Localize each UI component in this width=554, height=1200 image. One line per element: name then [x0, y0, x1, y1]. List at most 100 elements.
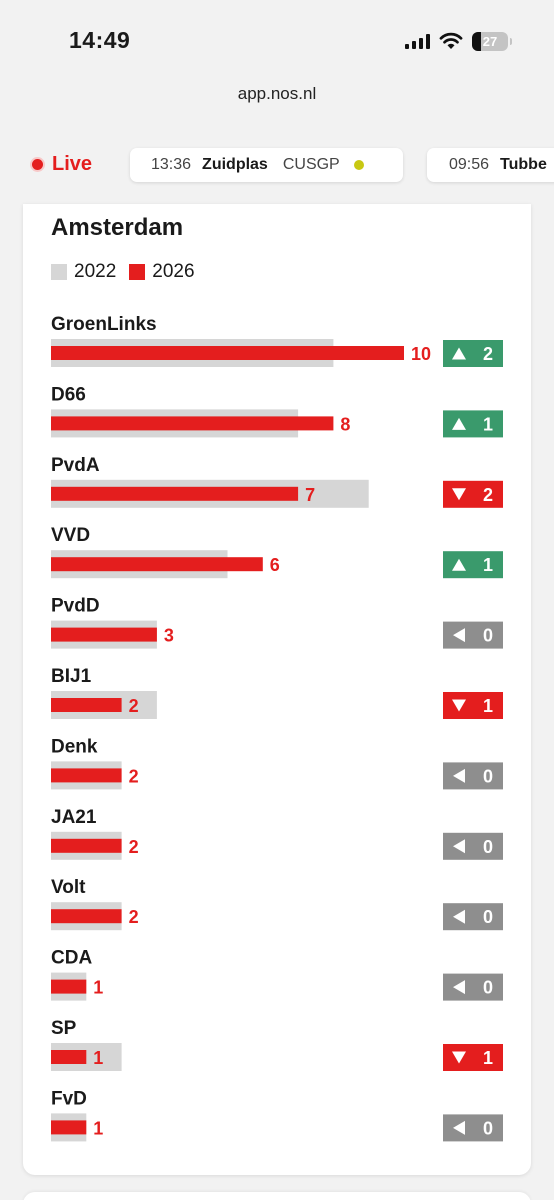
bar-2026 — [51, 416, 334, 431]
status-time: 14:49 — [69, 27, 131, 53]
seat-value-label: 1 — [93, 1048, 103, 1068]
triangle-down-icon — [452, 488, 466, 501]
change-badge — [443, 762, 503, 790]
party-label: CDA — [51, 948, 92, 969]
ticker-place: Zuidplas — [202, 156, 268, 173]
status-icons: 27 — [405, 30, 512, 52]
legend-swatch-2026 — [129, 264, 146, 280]
seat-value-label: 2 — [129, 837, 139, 857]
ticker-card[interactable]: 13:36 Zuidplas CUSGP — [130, 148, 403, 182]
triangle-left-icon — [453, 1120, 465, 1135]
change-badge — [443, 410, 503, 438]
bar-2026 — [51, 768, 122, 783]
change-badge — [443, 903, 503, 931]
triangle-left-icon — [453, 839, 465, 854]
triangle-left-icon — [453, 909, 465, 924]
triangle-left-icon — [453, 628, 465, 643]
seat-value-label: 1 — [93, 978, 103, 998]
bar-2026 — [51, 909, 122, 924]
bar-2026 — [51, 1120, 87, 1135]
ticker-status-dot-icon — [353, 160, 364, 170]
cellular-signal-icon — [405, 33, 430, 49]
bar-2026 — [51, 486, 299, 501]
party-label: Volt — [51, 877, 86, 898]
party-label: SP — [51, 1018, 77, 1039]
seat-value-label: 2 — [129, 907, 139, 927]
bar-2026 — [51, 838, 122, 853]
triangle-down-icon — [452, 1051, 466, 1064]
change-badge — [443, 480, 503, 508]
bar-2026 — [51, 557, 263, 572]
change-badge — [443, 340, 503, 367]
live-badge[interactable]: Live — [32, 153, 92, 176]
seat-value-label: 6 — [270, 555, 280, 575]
results-card: GroenLinks 10 2 D66 8 1 PvdA 7 2 VVD 6 1 PvdD 3 0 BIJ1 2… — [23, 204, 531, 1175]
live-label: Live — [52, 153, 93, 175]
triangle-left-icon — [453, 980, 465, 995]
change-value: 1 — [483, 414, 493, 434]
next-card-edge — [23, 1192, 531, 1200]
bar-2026 — [51, 627, 157, 642]
party-label: PvdD — [51, 596, 100, 617]
seat-value-label: 3 — [164, 626, 174, 646]
bar-2026 — [51, 698, 122, 712]
party-label: FvD — [51, 1088, 87, 1109]
change-badge — [443, 973, 503, 1001]
legend-item-2026: 2026 — [129, 261, 195, 283]
party-label: GroenLinks — [51, 314, 157, 335]
live-ticker-strip: Live 13:36 Zuidplas CUSGP 09:56 Tubbe — [0, 145, 554, 185]
ticker-time: 13:36 — [151, 156, 192, 173]
seat-value-label: 2 — [129, 766, 139, 786]
legend-label-2022: 2022 — [74, 261, 117, 282]
legend-item-2022: 2022 — [51, 261, 116, 283]
party-label: VVD — [51, 525, 90, 546]
change-value: 0 — [483, 837, 493, 857]
triangle-up-icon — [452, 417, 466, 430]
bar-2026 — [51, 979, 87, 994]
party-label: PvdA — [51, 455, 100, 476]
seat-value-label: 7 — [305, 485, 315, 505]
triangle-up-icon — [452, 347, 466, 360]
seat-value-label: 2 — [129, 696, 139, 716]
triangle-up-icon — [452, 558, 466, 571]
chart-legend: 2022 2026 — [51, 261, 208, 283]
change-value: 0 — [483, 907, 493, 927]
change-value: 0 — [483, 626, 493, 646]
bar-2026 — [51, 1050, 87, 1064]
status-bar: 14:49 27 — [0, 0, 554, 80]
change-value: 0 — [483, 1118, 493, 1138]
legend-swatch-2022 — [51, 264, 67, 280]
change-badge — [443, 551, 503, 579]
address-bar[interactable]: app.nos.nl — [237, 84, 317, 103]
change-value: 0 — [483, 978, 493, 998]
wifi-icon — [439, 32, 463, 49]
bar-2026 — [51, 346, 404, 360]
seat-value-label: 1 — [93, 1118, 103, 1138]
change-value: 2 — [483, 485, 493, 505]
party-label: Denk — [51, 736, 98, 757]
seat-value-label: 10 — [411, 344, 431, 364]
ticker-place: Tubbe — [500, 156, 547, 173]
chart-title: Amsterdam — [51, 214, 184, 241]
party-label: BIJ1 — [51, 666, 92, 687]
triangle-down-icon — [452, 699, 466, 712]
ticker-time: 09:56 — [449, 156, 490, 173]
battery-level: 27 — [482, 33, 498, 49]
change-badge — [443, 1114, 503, 1142]
seat-value-label: 8 — [340, 414, 350, 434]
change-badge — [443, 832, 503, 860]
change-value: 1 — [483, 555, 493, 575]
triangle-left-icon — [453, 768, 465, 783]
legend-label-2026: 2026 — [152, 261, 195, 282]
change-value: 1 — [483, 696, 493, 716]
party-label: JA21 — [51, 807, 97, 828]
battery-icon: 27 — [472, 31, 512, 51]
ticker-card[interactable]: 09:56 Tubbe — [427, 148, 554, 182]
ticker-party: CUSGP — [282, 156, 340, 173]
change-badge — [443, 1044, 503, 1071]
change-value: 0 — [483, 766, 493, 786]
live-dot-icon — [32, 159, 43, 170]
change-badge — [443, 692, 503, 719]
party-label: D66 — [51, 384, 86, 405]
